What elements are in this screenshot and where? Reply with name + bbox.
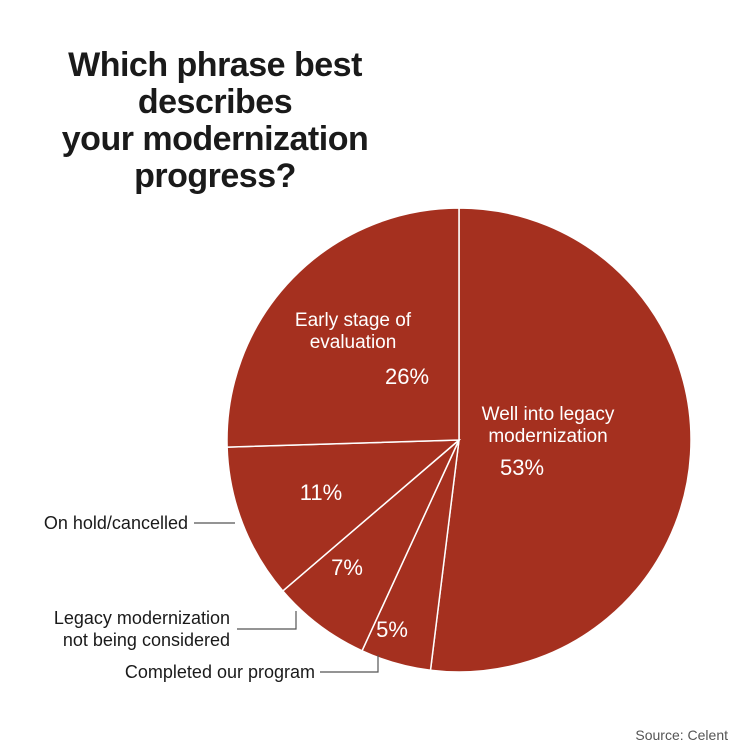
chart-title: Which phrase best describes your moderni… (62, 46, 369, 195)
title-line-3: your modernization (62, 120, 368, 158)
slice-label-well-into-line-1: Well into legacy (482, 404, 615, 425)
pie-slice-early-stage (226, 207, 460, 448)
slice-label-not-considered-line-1: Legacy modernization (54, 608, 230, 628)
slice-pct-not-considered: 7% (331, 555, 363, 580)
slice-pct-well-into: 53% (500, 455, 544, 480)
callout-line-completed (320, 655, 379, 673)
title-line-1: Which phrase best (68, 46, 362, 84)
slice-label-early-stage-line-1: Early stage of (295, 310, 412, 331)
slice-label-on-hold-line-1: On hold/cancelled (44, 513, 188, 533)
title-line-2: describes (138, 83, 292, 121)
title-line-4: progress? (134, 157, 296, 195)
pie-slice-on-hold (226, 439, 462, 592)
slice-pct-early-stage: 26% (385, 364, 429, 389)
slice-pct-on-hold: 11% (300, 480, 342, 505)
callout-line-not-considered (237, 611, 297, 630)
pie-callouts (194, 522, 379, 673)
pie-slice-well-into (429, 207, 692, 673)
slice-label-not-considered-line-2: not being considered (63, 630, 230, 650)
slice-label-completed-line-1: Completed our program (125, 662, 315, 682)
slice-pct-completed: 5% (376, 617, 408, 642)
slice-label-early-stage-line-2: evaluation (310, 332, 397, 353)
pie-slices (226, 207, 692, 673)
source-note: Source: Celent (635, 727, 728, 743)
slice-label-well-into-line-2: modernization (488, 426, 607, 447)
